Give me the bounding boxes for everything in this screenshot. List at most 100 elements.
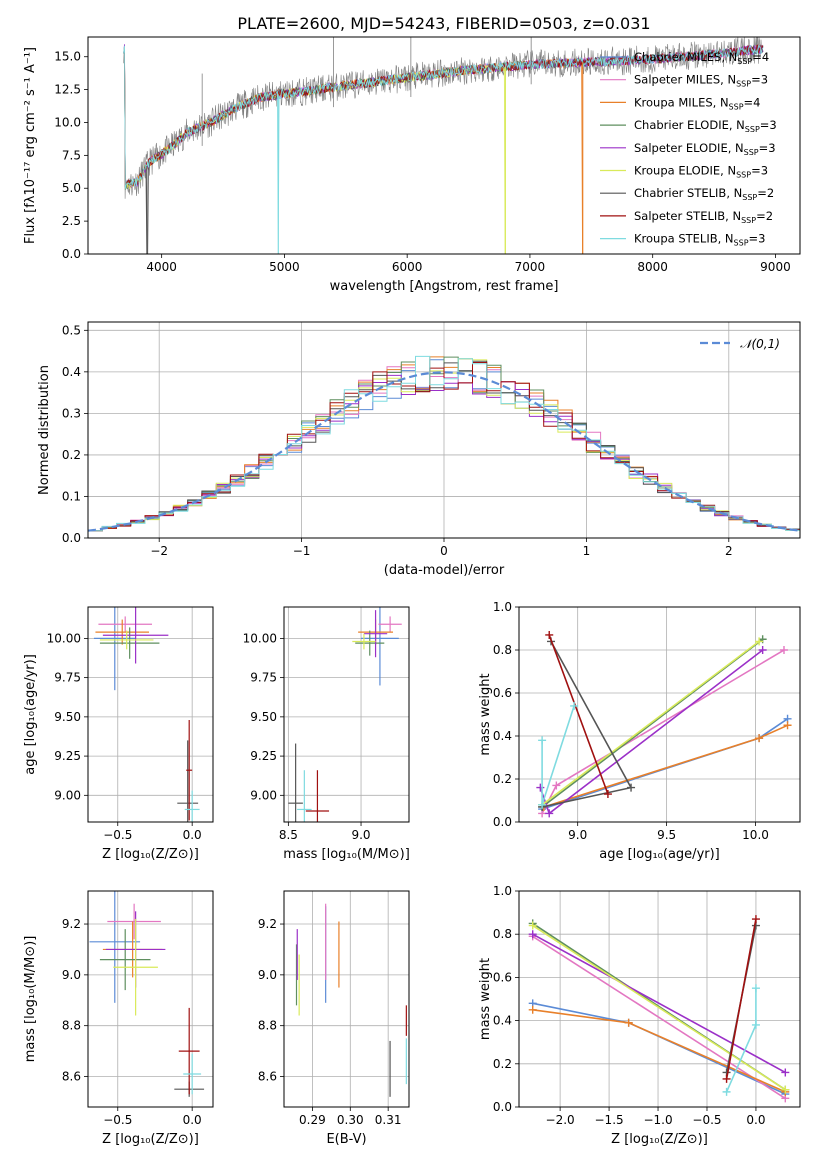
legend-tail: =3: [751, 73, 768, 87]
axes-frame: [518, 606, 801, 823]
y-axis-label: Normed distribution: [37, 365, 52, 495]
plus-marker: [722, 1074, 731, 1083]
y-tick-label: 0.2: [493, 1057, 512, 1071]
plus-marker: [528, 930, 537, 939]
plus-marker: [751, 984, 760, 993]
age-vs-mass-panel: 8.5 9.0 9.00 9.25 9.50 9.75 10.00 mass [log₁₀(M…: [243, 606, 410, 862]
mass-weight-vs-metallicity-panel: −2.0 −1.5 −1.0 −0.5 0.0 0.0 0.2 0.4 0.6 0.8 1.0 Z […: [478, 884, 801, 1147]
mass-vs-ebv-panel: 0.29 0.30 0.31 8.6 8.8 9.0 9.2 E(B-V): [258, 890, 410, 1147]
y-tick-label: 0.6: [493, 686, 512, 700]
y-tick-label: 0.8: [493, 643, 512, 657]
plot-area: [295, 903, 407, 1097]
plot-area: [528, 915, 790, 1103]
mass-weight-line: [541, 641, 633, 808]
legend-subscript: SSP: [742, 193, 757, 202]
y-tick-label: 2.5: [62, 214, 81, 228]
x-tick-label: 9.5: [657, 828, 676, 842]
mass-weight-line: [543, 724, 788, 808]
y-tick-label: 8.6: [258, 1070, 277, 1084]
plus-marker: [755, 637, 764, 646]
y-tick-label: 10.0: [54, 115, 81, 129]
legend-subscript: SSP: [729, 102, 744, 111]
x-axis-label: Z [log₁₀(Z/Z⊙)]: [102, 847, 199, 862]
y-tick-label: 9.25: [250, 749, 277, 763]
y-axis-label: mass weight: [478, 958, 493, 1040]
plot-area: [536, 630, 792, 818]
plus-marker: [536, 783, 545, 792]
y-tick-label: 0.0: [493, 815, 512, 829]
y-tick-label: 8.8: [258, 1019, 277, 1033]
y-tick-label: 9.50: [54, 710, 81, 724]
plus-marker: [570, 701, 579, 710]
x-tick-label: 8000: [637, 260, 668, 274]
y-tick-label: 8.8: [62, 1019, 81, 1033]
legend-tail: =4: [752, 50, 769, 64]
legend-label: Chabrier STELIB, NSSP=2: [634, 186, 774, 202]
legend-tail: =2: [757, 186, 774, 200]
legend-subscript: SSP: [736, 80, 751, 89]
mass-weight-line: [532, 933, 786, 1074]
x-tick-label: 9000: [760, 260, 791, 274]
plus-marker: [528, 921, 537, 930]
plus-marker: [545, 809, 554, 818]
plus-marker: [603, 790, 612, 799]
y-tick-label: 9.00: [54, 788, 81, 802]
model-spectrum-line: [123, 44, 764, 254]
y-tick-label: 1.0: [493, 600, 512, 614]
legend-label: Salpeter ELODIE, NSSP=3: [634, 141, 776, 157]
mass-weight-line: [541, 705, 575, 806]
plot-area: [88, 355, 800, 532]
plot-area: [288, 607, 402, 822]
y-tick-label: 0.0: [62, 531, 81, 545]
y-tick-label: 5.0: [62, 181, 81, 195]
normal-curve-line: [88, 371, 800, 532]
y-tick-label: 0.2: [493, 772, 512, 786]
x-tick-label: 9.0: [351, 828, 370, 842]
y-tick-label: 0.2: [62, 448, 81, 462]
y-tick-label: 0.0: [493, 1100, 512, 1114]
y-tick-label: 0.1: [62, 489, 81, 503]
model-spectrum-line: [123, 45, 764, 254]
legend-label: Salpeter MILES, NSSP=3: [634, 73, 768, 89]
plus-marker: [538, 736, 547, 745]
y-tick-label: 9.2: [62, 917, 81, 931]
y-tick-label: 0.5: [62, 323, 81, 337]
x-tick-label: 0.31: [375, 1113, 402, 1127]
plus-marker: [755, 734, 764, 743]
y-tick-label: 10.00: [243, 631, 277, 645]
x-tick-label: 4000: [146, 260, 177, 274]
mass-vs-metallicity-panel: −0.5 0.0 8.6 8.8 9.0 9.2 Z [log₁₀(Z/Z⊙)] mass […: [23, 890, 214, 1147]
y-tick-label: 9.25: [54, 749, 81, 763]
y-tick-label: 0.0: [62, 247, 81, 261]
legend-subscript: SSP: [734, 239, 749, 248]
mass-weight-line: [548, 634, 609, 795]
x-axis-label: Z [log₁₀(Z/Z⊙)]: [611, 1132, 708, 1147]
legend-tail: =3: [751, 164, 768, 178]
axes-frame: [87, 606, 214, 823]
spectrum-panel: 4000 5000 6000 7000 8000 9000 0.0 2.5 5.0 7.5 10.0…: [23, 36, 801, 294]
plus-marker: [722, 1087, 731, 1096]
legend-subscript: SSP: [745, 125, 760, 134]
x-axis-label: Z [log₁₀(Z/Z⊙)]: [102, 1132, 199, 1147]
y-tick-label: 9.75: [54, 671, 81, 685]
plus-marker: [758, 646, 767, 654]
mass-weight-line: [541, 640, 760, 806]
y-tick-label: 1.0: [493, 884, 512, 898]
x-tick-label: −0.5: [692, 1113, 721, 1127]
axes-frame: [87, 36, 801, 255]
axes-frame: [87, 890, 214, 1108]
x-tick-label: −0.5: [103, 828, 132, 842]
x-tick-label: 9.0: [568, 828, 587, 842]
x-tick-label: 10.0: [742, 828, 769, 842]
mass-weight-vs-age-panel: 9.0 9.5 10.0 0.0 0.2 0.4 0.6 0.8 1.0 age [log₁₀(a…: [478, 600, 801, 862]
legend-label: Salpeter STELIB, NSSP=2: [634, 209, 773, 225]
y-tick-label: 10.00: [47, 631, 81, 645]
legend-subscript: SSP: [736, 171, 751, 180]
x-tick-label: −1: [293, 544, 311, 558]
legend-subscript: SSP: [744, 148, 759, 157]
y-axis-label: Flux [fλ10⁻¹⁷ erg cm⁻² s⁻¹ A⁻¹]: [23, 47, 38, 244]
x-tick-label: 0.0: [183, 828, 202, 842]
legend-label: Kroupa ELODIE, NSSP=3: [634, 164, 768, 180]
figure-title: PLATE=2600, MJD=54243, FIBERID=0503, z=0…: [237, 14, 650, 33]
